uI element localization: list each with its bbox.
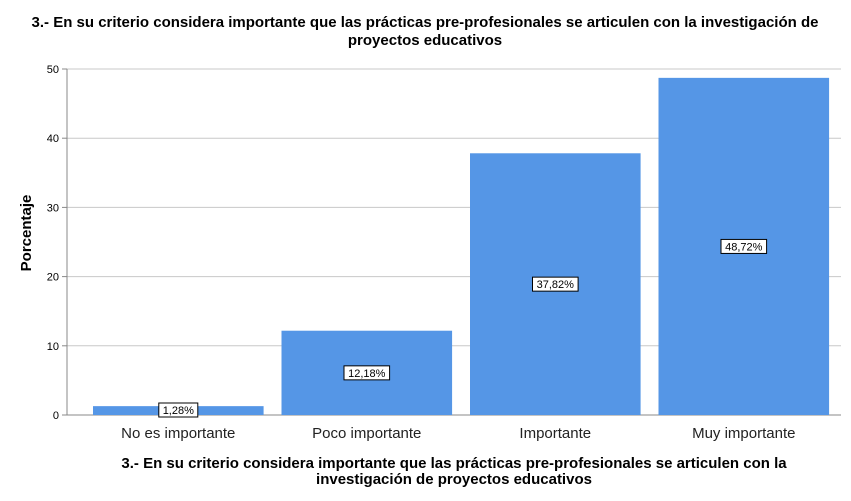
data-label-box-3: [720, 238, 768, 254]
x-axis-title-line-1: 3.- En su criterio considera importante …: [121, 455, 787, 472]
x-axis-title-line-2: investigación de proyectos educativos: [316, 471, 592, 488]
y-tick-label-20: 20: [47, 272, 59, 284]
y-tick-label-40: 40: [47, 133, 59, 145]
bars: 1,28% 12,18% 37,82% 48,72%: [93, 77, 830, 418]
category-label-1: Poco importante: [312, 425, 421, 442]
data-label-2: 37,82%: [537, 279, 575, 291]
data-label-3: 48,72%: [725, 241, 763, 253]
category-label-0: No es importante: [121, 425, 235, 442]
y-tick-label-30: 30: [47, 202, 59, 214]
data-label-1: 12,18%: [348, 368, 386, 380]
y-axis-title: Porcentaje: [18, 195, 35, 272]
chart-title-line-2: proyectos educativos: [348, 32, 502, 49]
data-label-0: 1,28%: [163, 405, 194, 417]
data-label-box-0: [158, 402, 199, 418]
category-label-2: Importante: [519, 425, 591, 442]
chart-title-line-1: 3.- En su criterio considera importante …: [32, 14, 819, 31]
y-tick-label-50: 50: [47, 64, 59, 76]
data-label-box-2: [531, 276, 579, 292]
data-label-box-1: [343, 365, 391, 381]
y-tick-label-10: 10: [47, 341, 59, 353]
category-label-3: Muy importante: [692, 425, 795, 442]
y-axis-ticks: 0 10 20 30 40 50: [47, 64, 68, 422]
y-tick-label-0: 0: [53, 410, 59, 422]
x-axis-categories: No es importante Poco importante Important…: [121, 425, 795, 442]
